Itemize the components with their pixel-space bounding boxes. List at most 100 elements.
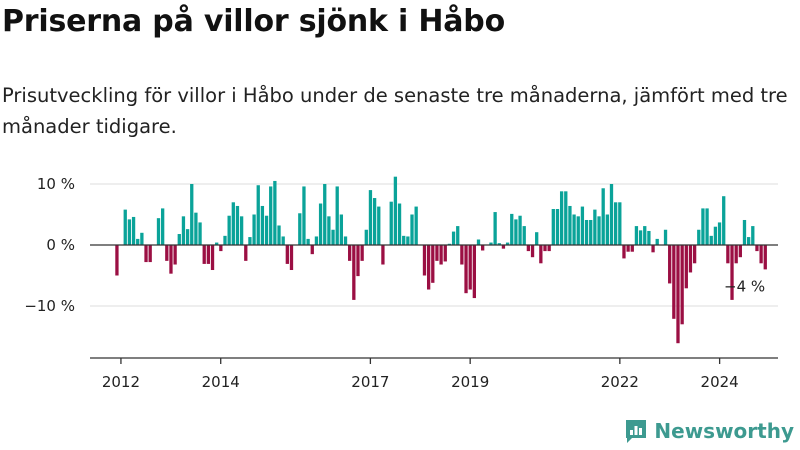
bar bbox=[614, 202, 618, 245]
bar bbox=[115, 245, 119, 276]
bar bbox=[759, 245, 763, 264]
bar bbox=[131, 216, 136, 245]
bar bbox=[501, 245, 506, 249]
bar bbox=[181, 216, 186, 245]
bar bbox=[634, 226, 639, 245]
bar bbox=[393, 176, 398, 245]
bar bbox=[397, 203, 402, 245]
bar bbox=[734, 245, 738, 264]
bar bbox=[638, 230, 643, 245]
bar bbox=[555, 209, 560, 245]
bar bbox=[302, 186, 306, 245]
x-tick-label: 2012 bbox=[102, 373, 140, 391]
bar bbox=[281, 236, 285, 245]
bar bbox=[422, 245, 427, 276]
bar bbox=[576, 216, 580, 245]
bar bbox=[314, 236, 319, 245]
bar bbox=[738, 245, 742, 258]
bar bbox=[526, 245, 531, 252]
bar bbox=[755, 245, 759, 252]
bar bbox=[435, 245, 439, 261]
bar bbox=[389, 201, 393, 245]
bar bbox=[647, 230, 651, 245]
bar bbox=[219, 245, 223, 252]
bar bbox=[493, 212, 497, 245]
bar bbox=[597, 216, 601, 245]
bar bbox=[530, 245, 535, 258]
bar bbox=[580, 206, 585, 245]
x-tick-label: 2017 bbox=[351, 373, 389, 391]
bar bbox=[215, 242, 219, 245]
bar bbox=[535, 232, 539, 245]
newsworthy-brand[interactable]: Newsworthy bbox=[624, 418, 794, 444]
bar bbox=[730, 245, 734, 300]
bar bbox=[547, 245, 551, 252]
bar bbox=[185, 229, 190, 245]
bar bbox=[406, 236, 410, 245]
bar bbox=[668, 245, 672, 284]
bar bbox=[672, 245, 676, 319]
bar bbox=[339, 214, 344, 245]
bar bbox=[260, 205, 265, 245]
x-tick-label: 2019 bbox=[451, 373, 489, 391]
bar bbox=[476, 239, 481, 245]
bar bbox=[165, 245, 169, 261]
bar bbox=[622, 245, 626, 259]
bar bbox=[264, 215, 269, 245]
bar bbox=[348, 245, 352, 261]
bar bbox=[127, 219, 132, 245]
bar bbox=[227, 215, 231, 245]
bar bbox=[468, 245, 472, 290]
axes: 10 % 0 % −10 % 2012 2014 2017 2019 2022 2024 −4 % bbox=[24, 175, 778, 391]
bar bbox=[717, 222, 722, 245]
bar bbox=[456, 226, 460, 245]
bar bbox=[514, 219, 518, 245]
bar-series bbox=[115, 176, 767, 344]
bar bbox=[352, 245, 356, 300]
bar bbox=[410, 214, 414, 245]
bar bbox=[489, 242, 493, 245]
bar bbox=[239, 216, 244, 245]
bar bbox=[381, 245, 385, 265]
bar bbox=[464, 245, 468, 294]
bar-chart-logo-icon bbox=[626, 420, 647, 443]
bar bbox=[510, 213, 514, 245]
gridlines bbox=[90, 183, 778, 307]
bar bbox=[572, 214, 576, 245]
bar bbox=[343, 236, 348, 245]
bar bbox=[364, 229, 368, 245]
bar bbox=[605, 214, 609, 245]
bar bbox=[414, 206, 418, 245]
bar bbox=[742, 219, 747, 245]
bar bbox=[231, 202, 235, 245]
bar bbox=[564, 191, 568, 245]
bar bbox=[327, 216, 331, 245]
bar bbox=[323, 184, 327, 245]
bar bbox=[198, 222, 202, 245]
bar bbox=[443, 245, 447, 262]
bar bbox=[210, 245, 215, 271]
bar bbox=[173, 245, 177, 265]
bar bbox=[655, 238, 659, 245]
bar bbox=[144, 245, 148, 263]
bar bbox=[751, 226, 755, 245]
bar bbox=[194, 212, 198, 245]
bar bbox=[539, 245, 543, 264]
bar bbox=[298, 213, 302, 245]
y-tick-label: 0 % bbox=[46, 236, 75, 254]
bar bbox=[584, 219, 589, 245]
bar bbox=[522, 226, 526, 245]
bar bbox=[331, 229, 335, 245]
x-tick-label: 2022 bbox=[601, 373, 639, 391]
bar bbox=[318, 203, 323, 245]
bar bbox=[705, 208, 709, 245]
bar bbox=[356, 245, 360, 277]
chart-title: Priserna på villor sjönk i Håbo bbox=[2, 4, 505, 39]
bar bbox=[140, 232, 144, 245]
bar bbox=[360, 245, 364, 261]
bar bbox=[256, 185, 260, 245]
bar bbox=[680, 245, 684, 325]
bar bbox=[601, 188, 605, 245]
bar bbox=[559, 191, 564, 245]
